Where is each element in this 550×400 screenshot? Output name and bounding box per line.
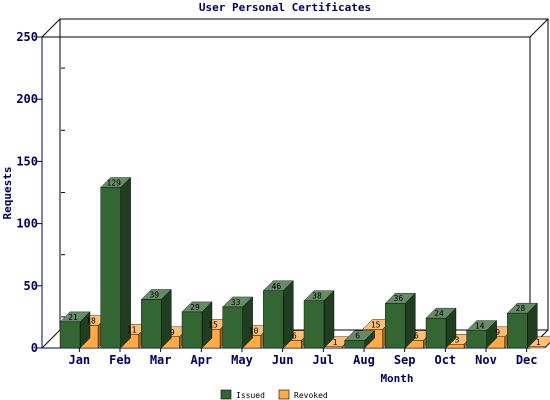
bar-issued-apr [181, 301, 213, 349]
bar-issued-oct-label: 24 [434, 309, 444, 318]
chart-title: User Personal Certificates [199, 1, 371, 14]
bar-revoked-nov-label: 9 [495, 328, 500, 337]
bar-issued-jan [59, 311, 91, 349]
bar-issued-sep-label: 36 [394, 294, 404, 303]
x-axis-title: Month [380, 372, 413, 385]
bar-issued-mar [140, 289, 172, 349]
x-tick-label-may: May [231, 353, 253, 367]
bar-revoked-aug-label: 15 [371, 320, 381, 329]
bar-issued-may [222, 296, 254, 349]
x-tick-label-nov: Nov [475, 353, 497, 367]
bar-issued-feb-label: 129 [106, 179, 121, 188]
bar-issued-jul [303, 290, 335, 349]
x-tick-label-jan: Jan [68, 353, 90, 367]
bar-revoked-jun-label: 6 [292, 332, 297, 341]
legend: Issued Revoked [220, 389, 328, 400]
bar-revoked-mar-label: 9 [170, 328, 175, 337]
x-tick-label-jun: Jun [272, 353, 294, 367]
legend-swatch-issued [220, 389, 232, 400]
y-tick-label: 50 [24, 279, 38, 293]
x-tick-label-oct: Oct [434, 353, 456, 367]
x-tick-label-apr: Apr [190, 353, 212, 367]
bar-issued-jun [262, 280, 294, 349]
bar-issued-may-label: 33 [231, 298, 241, 307]
bar-issued-nov-label: 14 [475, 322, 485, 331]
bar-issued-sep [384, 292, 416, 349]
y-tick-label: 250 [16, 30, 38, 44]
bar-revoked-feb-label: 11 [127, 325, 137, 334]
y-tick-label: 0 [31, 341, 38, 355]
y-axis-title: Requests [1, 167, 14, 220]
bar-revoked-may-label: 10 [249, 327, 259, 336]
bar-issued-feb [100, 177, 132, 349]
data-labels: 18 21 11 129 9 39 15 29 10 33 6 46 1 38 15 6 6 36 3 24 9 14 1 2… [68, 179, 541, 347]
bar-issued-dec-label: 28 [516, 304, 526, 313]
y-tick-label: 150 [16, 154, 38, 168]
bar-revoked-jan-label: 18 [86, 317, 96, 326]
y-tick-label: 100 [16, 217, 38, 231]
legend-label-issued: Issued [236, 391, 265, 400]
bar-revoked-sep-label: 6 [414, 332, 419, 341]
x-tick-label-sep: Sep [394, 353, 416, 367]
bar-revoked-dec-label: 1 [536, 338, 541, 347]
bar-issued-nov [466, 320, 498, 349]
bar-issued-aug [344, 330, 376, 349]
legend-label-revoked: Revoked [294, 391, 328, 400]
bar-revoked-oct-label: 3 [455, 335, 460, 344]
bar-issued-oct [425, 307, 457, 349]
x-tick-label-feb: Feb [109, 353, 131, 367]
x-tick-label-mar: Mar [150, 353, 172, 367]
bar-issued-dec [506, 302, 538, 349]
x-tick-label-jul: Jul [312, 353, 334, 367]
x-tick-label-dec: Dec [516, 353, 538, 367]
x-tick-label-aug: Aug [353, 353, 375, 367]
bar-issued-jun-label: 46 [272, 282, 282, 291]
bar-issued-aug-label: 6 [355, 332, 360, 341]
bar-issued-jul-label: 38 [312, 292, 322, 301]
bar-issued-apr-label: 29 [190, 303, 200, 312]
legend-swatch-revoked [278, 389, 290, 400]
bar-issued-mar-label: 39 [150, 290, 160, 299]
y-tick-label: 200 [16, 92, 38, 106]
bars [59, 177, 550, 349]
bar-issued-jan-label: 21 [68, 313, 78, 322]
bar-revoked-jul-label: 1 [333, 338, 338, 347]
bar-revoked-apr-label: 15 [208, 320, 218, 329]
x-axis-ticks: Jan Feb Mar Apr May Jun Jul Aug Sep Oct Nov Dec [68, 348, 538, 367]
